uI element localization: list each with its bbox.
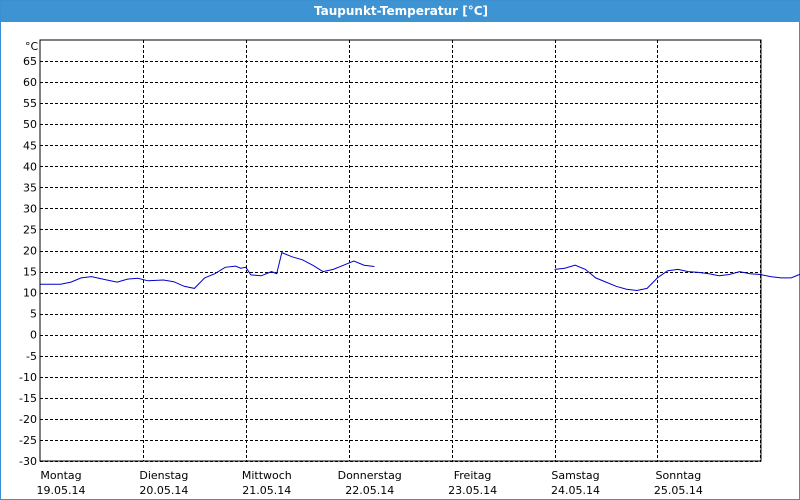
- chart-title: Taupunkt-Temperatur [°C]: [1, 1, 800, 22]
- x-tick-weekday: Donnerstag: [338, 469, 402, 482]
- x-tick-date: 20.05.14: [139, 484, 188, 497]
- y-tick-label: 0: [30, 329, 37, 342]
- x-tick-weekday: Samstag: [551, 469, 599, 482]
- y-tick-label: -20: [19, 413, 37, 426]
- x-tick-date: 24.05.14: [551, 484, 600, 497]
- y-tick-label: 10: [23, 287, 37, 300]
- x-tick-date: 22.05.14: [345, 484, 394, 497]
- y-tick-label: 40: [23, 160, 37, 173]
- series-line-segment: [40, 251, 375, 289]
- y-tick-label: -25: [19, 434, 37, 447]
- y-tick-label: 60: [23, 76, 37, 89]
- plot-border: [39, 39, 762, 462]
- y-tick-label: 65: [23, 55, 37, 68]
- series-line-segment: [554, 264, 800, 292]
- y-tick-labels: 65605550454035302520151050-5-10-15-20-25…: [19, 55, 37, 468]
- y-tick-label: 50: [23, 118, 37, 131]
- x-tick-weekday: Sonntag: [656, 469, 702, 482]
- y-tick-label: 5: [30, 308, 37, 321]
- x-tick-weekday: Freitag: [454, 469, 492, 482]
- x-tick-date: 25.05.14: [654, 484, 703, 497]
- y-tick-label: 55: [23, 97, 37, 110]
- plot-area: [40, 40, 761, 461]
- x-tick-date: 19.05.14: [37, 484, 86, 497]
- y-tick-label: 45: [23, 139, 37, 152]
- y-tick-label: 20: [23, 245, 37, 258]
- y-tick-label: 35: [23, 181, 37, 194]
- y-tick-label: -10: [19, 371, 37, 384]
- y-tick-label: -5: [26, 350, 37, 363]
- y-tick-label: 30: [23, 202, 37, 215]
- x-tick-labels: Montag 19.05.14 Dienstag 20.05.14 Mittwoch 21…: [37, 469, 703, 497]
- y-tick-label: 25: [23, 223, 37, 236]
- x-tick-weekday: Dienstag: [139, 469, 188, 482]
- series-lines: [40, 251, 800, 292]
- x-tick-date: 21.05.14: [242, 484, 291, 497]
- y-tick-label: 15: [23, 266, 37, 279]
- y-tick-label: -15: [19, 392, 37, 405]
- x-tick-weekday: Montag: [40, 469, 81, 482]
- x-tick-date: 23.05.14: [448, 484, 497, 497]
- y-axis-unit-label: °C: [25, 40, 39, 53]
- y-tick-label: -30: [19, 455, 37, 468]
- x-tick-weekday: Mittwoch: [242, 469, 292, 482]
